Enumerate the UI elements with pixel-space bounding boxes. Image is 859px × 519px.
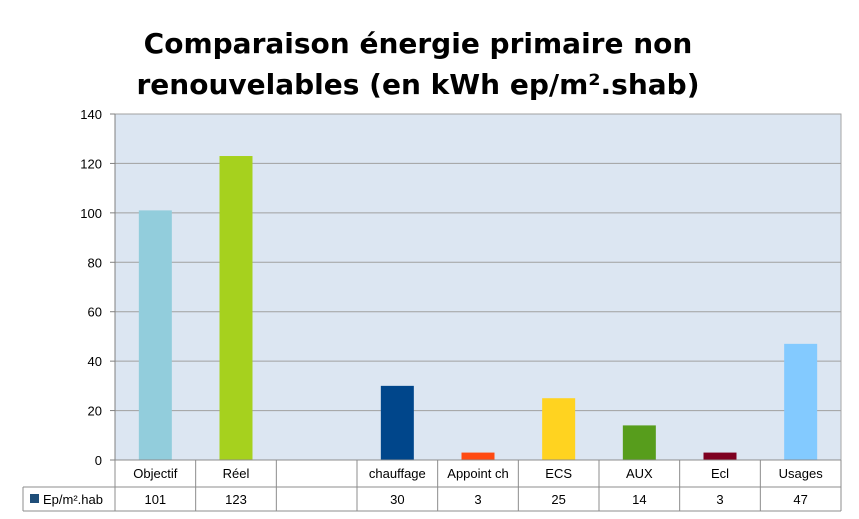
data-label: 3: [474, 492, 481, 507]
category-label: Objectif: [133, 466, 177, 481]
y-axis: 0 20 40 60 80 100 120 140: [80, 107, 116, 468]
category-label: Ecl: [711, 466, 729, 481]
chart-title-line-2: renouvelables (en kWh ep/m².shab): [136, 68, 699, 101]
category-label: Usages: [779, 466, 824, 481]
data-label: 30: [390, 492, 404, 507]
y-tick-label: 20: [88, 404, 102, 419]
data-label: 47: [793, 492, 807, 507]
bar: [784, 343, 818, 460]
y-tick-label: 100: [80, 206, 102, 221]
data-label: 101: [144, 492, 166, 507]
data-label: 25: [551, 492, 565, 507]
category-label: chauffage: [369, 466, 426, 481]
bar: [461, 452, 495, 460]
category-label: ECS: [545, 466, 572, 481]
y-tick-label: 60: [88, 305, 102, 320]
bar: [622, 425, 656, 460]
data-label: 123: [225, 492, 247, 507]
y-tick-label: 40: [88, 354, 102, 369]
category-label: AUX: [626, 466, 653, 481]
data-label: 14: [632, 492, 646, 507]
bar: [380, 385, 414, 460]
bar: [138, 210, 172, 460]
bar: [542, 398, 576, 460]
data-table: Objectif 101 Réel 123 chauffage 30 Appoint ch 3…: [22, 459, 842, 512]
chart-title-line-1: Comparaison énergie primaire non: [144, 27, 693, 60]
category-label: Réel: [223, 466, 250, 481]
y-tick-label: 80: [88, 255, 102, 270]
bar: [219, 156, 253, 460]
category-label: Appoint ch: [447, 466, 508, 481]
series-name: Ep/m².hab: [43, 492, 103, 507]
bars: [138, 156, 818, 460]
y-tick-label: 140: [80, 107, 102, 122]
y-tick-label: 120: [80, 156, 102, 171]
legend-key: [30, 494, 39, 503]
bar: [703, 452, 737, 460]
data-label: 3: [716, 492, 723, 507]
y-tick-label: 0: [95, 453, 102, 468]
